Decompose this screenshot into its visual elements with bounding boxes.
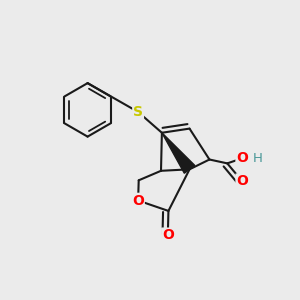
Polygon shape [162,133,195,173]
Text: O: O [132,194,144,208]
Text: O: O [236,174,248,188]
Text: O: O [162,228,174,242]
Text: S: S [133,105,143,119]
Text: H: H [253,152,262,165]
Text: O: O [236,151,248,165]
